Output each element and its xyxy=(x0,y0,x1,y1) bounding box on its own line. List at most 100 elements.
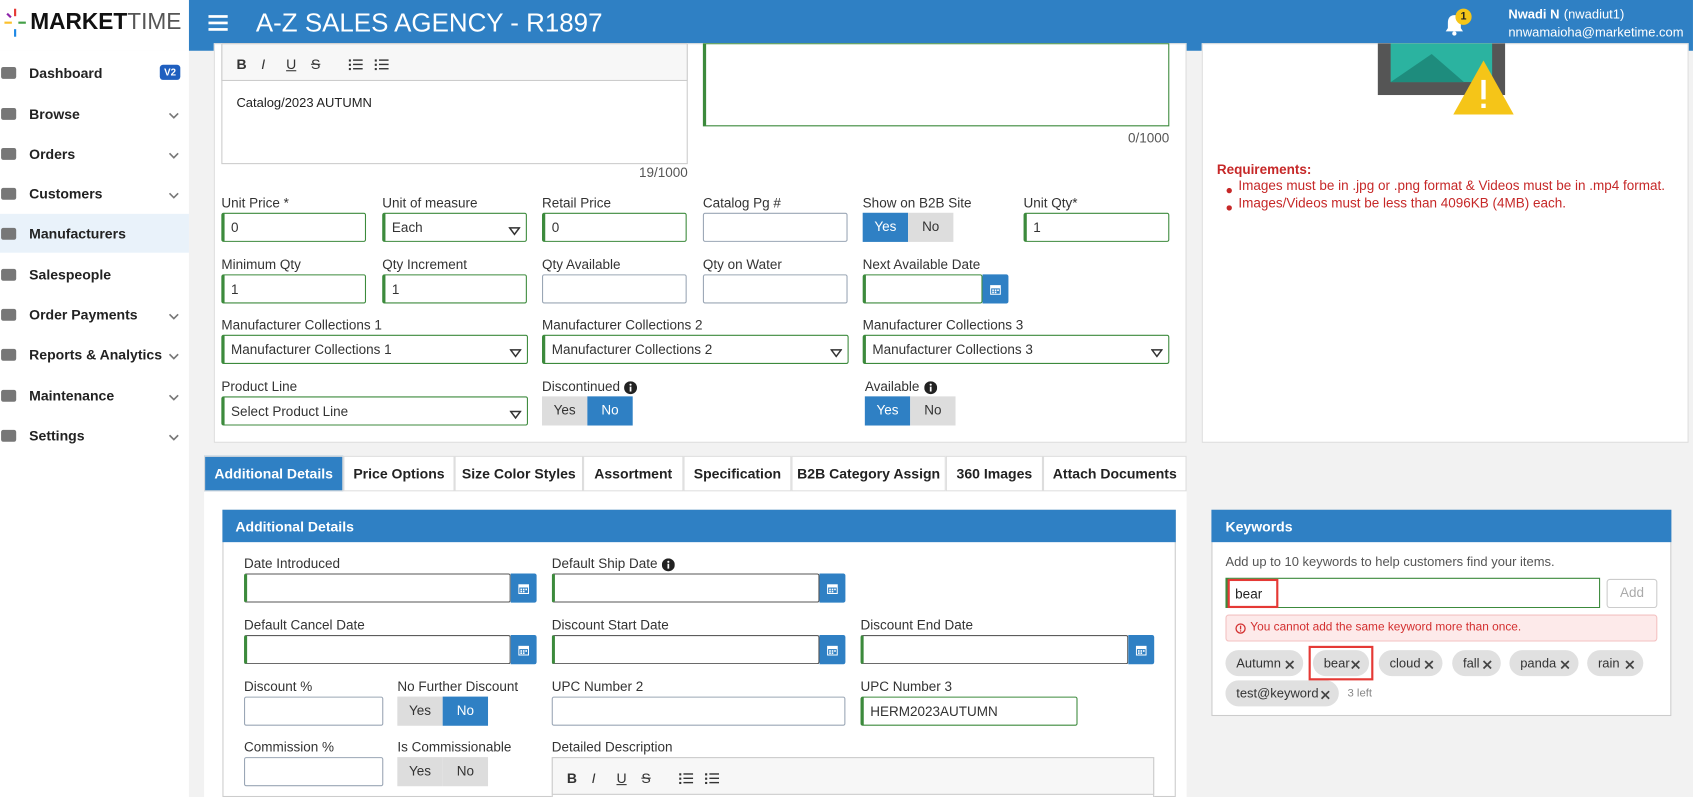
toggle-button[interactable]: No xyxy=(908,212,954,242)
input[interactable]: HERM2023AUTUMN xyxy=(860,696,1078,726)
sidebar-item[interactable]: Settings xyxy=(0,416,189,455)
input[interactable] xyxy=(862,274,983,304)
select[interactable]: Each xyxy=(382,212,527,242)
calendar-icon-part xyxy=(525,588,528,591)
calendar-button[interactable] xyxy=(819,635,846,665)
input[interactable] xyxy=(542,274,687,304)
calendar-button[interactable] xyxy=(1128,635,1155,665)
info-icon-part xyxy=(629,383,632,386)
tab[interactable]: Size Color Styles xyxy=(454,455,584,492)
toolbar-button[interactable]: S xyxy=(641,770,651,787)
calendar-icon-part xyxy=(990,285,1001,295)
keyword-chip[interactable]: test@keyword xyxy=(1225,680,1339,707)
sidebar-item[interactable]: Dashboard V2 xyxy=(0,53,189,92)
calendar-button[interactable] xyxy=(819,573,846,603)
input[interactable]: 1 xyxy=(221,274,367,304)
chevron-part xyxy=(168,394,179,401)
toggle-button[interactable]: No xyxy=(442,757,489,787)
tab[interactable]: Specification xyxy=(683,455,792,492)
toolbar-button[interactable]: U xyxy=(616,770,627,787)
input[interactable] xyxy=(860,635,1129,665)
keyword-chip[interactable]: Autumn xyxy=(1225,650,1304,677)
tab[interactable]: 360 Images xyxy=(945,455,1043,492)
input[interactable] xyxy=(551,635,820,665)
notes-box[interactable] xyxy=(702,43,1170,127)
sidebar-icon xyxy=(0,146,17,161)
toggle-button[interactable]: No xyxy=(442,696,489,726)
toggle-button[interactable]: No xyxy=(587,396,633,426)
input[interactable] xyxy=(702,212,848,242)
toolbar-button[interactable]: B xyxy=(236,56,247,73)
sidebar-item[interactable]: Browse xyxy=(0,94,189,133)
keyword-chip[interactable]: cloud xyxy=(1378,650,1443,677)
sidebar-item[interactable]: Maintenance xyxy=(0,376,189,415)
sidebar-item[interactable]: Customers xyxy=(0,174,189,213)
tab[interactable]: Price Options xyxy=(343,455,455,492)
sidebar-item[interactable]: Order Payments xyxy=(0,295,189,334)
calendar-icon-part xyxy=(829,588,831,591)
sidebar-item[interactable]: Orders xyxy=(0,134,189,173)
toolbar-button[interactable]: U xyxy=(286,56,297,73)
add-button[interactable]: Add xyxy=(1606,578,1658,609)
sidebar-label: Browse xyxy=(29,105,80,123)
info-icon-part xyxy=(929,386,932,392)
select-arrow-part xyxy=(509,349,522,358)
sidebar-item[interactable]: Manufacturers xyxy=(0,213,189,253)
input[interactable]: 1 xyxy=(1023,212,1170,242)
tab[interactable]: Attach Documents xyxy=(1042,455,1187,492)
keywords-header xyxy=(1211,509,1672,543)
toggle-button[interactable]: Yes xyxy=(862,212,909,242)
calendar-button[interactable] xyxy=(510,573,537,603)
sidebar-icon-part xyxy=(1,227,17,240)
keyword-chip[interactable]: bear xyxy=(1312,650,1370,677)
select[interactable]: Select Product Line xyxy=(221,396,528,426)
sidebar-label: Reports & Analytics xyxy=(29,346,163,363)
toolbar-button[interactable]: I xyxy=(591,770,596,787)
toggle-button[interactable]: Yes xyxy=(542,396,588,426)
tab[interactable]: Assortment xyxy=(583,455,684,492)
toggle-button[interactable]: Yes xyxy=(864,396,911,426)
error-icon-part xyxy=(1235,623,1246,634)
toolbar-button[interactable]: I xyxy=(261,56,266,73)
toolbar-button[interactable]: B xyxy=(566,770,577,787)
tab[interactable]: B2B Category Assign xyxy=(791,455,946,492)
select[interactable]: Manufacturer Collections 3 xyxy=(862,334,1170,364)
keyword-input[interactable]: bear xyxy=(1225,577,1601,609)
input[interactable] xyxy=(244,635,511,665)
input[interactable] xyxy=(551,696,846,726)
toggle-button[interactable]: Yes xyxy=(397,757,443,787)
input[interactable] xyxy=(244,573,511,603)
list-icon xyxy=(374,58,389,71)
sidebar-icon-part xyxy=(1,108,17,120)
input[interactable]: 0 xyxy=(221,212,367,242)
calendar-button[interactable] xyxy=(510,635,537,665)
calendar-icon-part xyxy=(520,650,523,652)
keyword-chip[interactable]: panda xyxy=(1509,650,1579,677)
logo-mark-part xyxy=(4,21,12,24)
list-icon-part xyxy=(705,773,708,776)
toggle-button[interactable]: No xyxy=(910,396,956,426)
chip-remove-part xyxy=(1351,660,1360,670)
chip-remove-part xyxy=(1482,660,1492,670)
select[interactable]: Manufacturer Collections 1 xyxy=(221,334,528,364)
select[interactable]: Manufacturer Collections 2 xyxy=(542,334,849,364)
sidebar-icon xyxy=(0,388,17,403)
input[interactable]: 1 xyxy=(382,274,527,304)
tab[interactable]: Additional Details xyxy=(204,455,344,492)
chip-label: fall xyxy=(1462,655,1480,671)
field-label: Retail Price xyxy=(542,195,612,211)
input[interactable] xyxy=(702,274,848,304)
sidebar-icon-part xyxy=(1,268,17,281)
input[interactable] xyxy=(244,696,384,726)
keyword-chip[interactable]: rain xyxy=(1587,650,1644,677)
sidebar-item[interactable]: Reports & Analytics xyxy=(0,335,189,374)
calendar-button[interactable] xyxy=(982,274,1009,304)
input[interactable] xyxy=(551,573,820,603)
input[interactable]: 0 xyxy=(542,212,687,242)
keyword-chip[interactable]: fall xyxy=(1452,650,1501,677)
sidebar-item[interactable]: Salespeople xyxy=(0,255,189,294)
toolbar-button[interactable]: S xyxy=(310,56,321,73)
toggle-button[interactable]: Yes xyxy=(397,696,443,726)
input[interactable] xyxy=(244,757,384,787)
logo-mark-part xyxy=(18,21,26,24)
